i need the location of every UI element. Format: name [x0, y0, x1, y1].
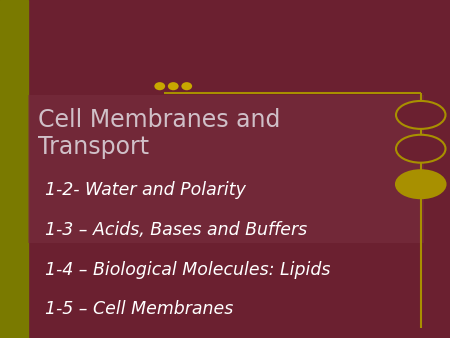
- Ellipse shape: [396, 101, 446, 129]
- Text: 1-2- Water and Polarity: 1-2- Water and Polarity: [45, 181, 246, 199]
- Text: 1-5 – Cell Membranes: 1-5 – Cell Membranes: [45, 300, 233, 318]
- Bar: [28, 95, 424, 243]
- Text: 1-3 – Acids, Bases and Buffers: 1-3 – Acids, Bases and Buffers: [45, 221, 307, 239]
- Ellipse shape: [396, 170, 446, 198]
- Circle shape: [168, 82, 179, 90]
- Circle shape: [154, 82, 165, 90]
- Text: 1-4 – Biological Molecules: Lipids: 1-4 – Biological Molecules: Lipids: [45, 261, 330, 279]
- Bar: [0, 0, 28, 338]
- Ellipse shape: [396, 135, 446, 163]
- Circle shape: [181, 82, 192, 90]
- Text: Cell Membranes and
Transport: Cell Membranes and Transport: [38, 108, 281, 159]
